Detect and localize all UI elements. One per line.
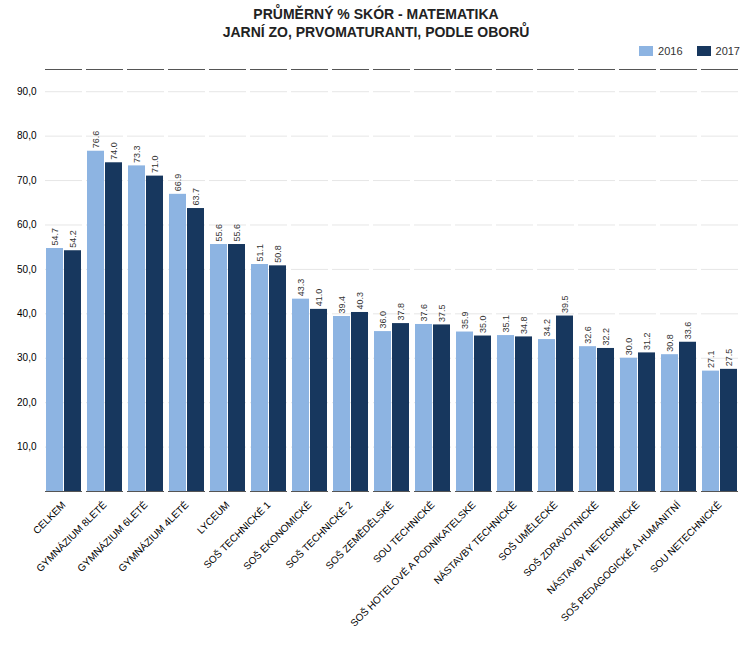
svg-text:37.8: 37.8 bbox=[396, 303, 406, 321]
svg-text:60,0: 60,0 bbox=[17, 219, 37, 230]
svg-text:30.0: 30.0 bbox=[624, 338, 634, 356]
svg-text:SOU TECHNICKÉ: SOU TECHNICKÉ bbox=[370, 499, 437, 565]
svg-text:GYMNÁZIUM 8LETÉ: GYMNÁZIUM 8LETÉ bbox=[33, 498, 109, 574]
svg-text:54.2: 54.2 bbox=[68, 230, 78, 248]
svg-text:34.8: 34.8 bbox=[519, 316, 529, 334]
svg-text:73.3: 73.3 bbox=[132, 145, 142, 163]
svg-text:50,0: 50,0 bbox=[17, 264, 37, 275]
svg-text:CELKEM: CELKEM bbox=[31, 499, 68, 536]
svg-text:54.7: 54.7 bbox=[50, 228, 60, 246]
svg-text:GYMNÁZIUM 4LETÉ: GYMNÁZIUM 4LETÉ bbox=[115, 498, 191, 574]
svg-text:32.2: 32.2 bbox=[601, 328, 611, 346]
svg-text:SOŠ HOTELOVÉ A PODNIKATELSKE: SOŠ HOTELOVÉ A PODNIKATELSKE bbox=[348, 499, 478, 629]
svg-text:30.8: 30.8 bbox=[665, 334, 675, 352]
svg-text:80,0: 80,0 bbox=[17, 130, 37, 141]
html-text:PRŮMĚRNÝ % SKÓR - MATEMATIKA J: PRŮMĚRNÝ % SKÓR - MATEMATIKA JARNÍ ZO, P… bbox=[222, 6, 530, 40]
svg-text:55.6: 55.6 bbox=[214, 224, 224, 242]
svg-text:90,0: 90,0 bbox=[17, 86, 37, 97]
svg-text:GYMNÁZIUM 6LETÉ: GYMNÁZIUM 6LETÉ bbox=[74, 498, 150, 574]
svg-text:51.1: 51.1 bbox=[255, 244, 265, 262]
svg-text:37.5: 37.5 bbox=[437, 304, 447, 322]
svg-text:66.9: 66.9 bbox=[173, 174, 183, 192]
html-text:2017: 2017 bbox=[715, 45, 740, 57]
svg-text:71.0: 71.0 bbox=[150, 156, 160, 174]
svg-text:20,0: 20,0 bbox=[17, 397, 37, 408]
svg-text:NÁSTAVBY NETECHNICKÉ: NÁSTAVBY NETECHNICKÉ bbox=[544, 499, 642, 597]
svg-text:32.6: 32.6 bbox=[583, 326, 593, 344]
html-text:2016: 2016 bbox=[658, 45, 683, 57]
svg-text:SOŠ EKONOMICKÉ: SOŠ EKONOMICKÉ bbox=[240, 498, 314, 572]
svg-text:70,0: 70,0 bbox=[17, 175, 37, 186]
svg-text:37.6: 37.6 bbox=[419, 304, 429, 322]
svg-text:NÁSTAVBY TECHNICKÉ: NÁSTAVBY TECHNICKÉ bbox=[431, 498, 519, 586]
svg-text:36.0: 36.0 bbox=[378, 311, 388, 329]
svg-text:27.5: 27.5 bbox=[724, 349, 734, 367]
svg-text:SOU NETECHNICKÉ: SOU NETECHNICKÉ bbox=[647, 498, 724, 575]
svg-text:35.9: 35.9 bbox=[460, 311, 470, 329]
svg-text:55.6: 55.6 bbox=[232, 224, 242, 242]
svg-text:40.3: 40.3 bbox=[355, 292, 365, 310]
svg-text:41.0: 41.0 bbox=[314, 289, 324, 307]
svg-text:SOŠ TECHNICKÉ 2: SOŠ TECHNICKÉ 2 bbox=[283, 498, 355, 570]
svg-text:SOŠ PEDAGOGICKÉ A HUMANITNÍ: SOŠ PEDAGOGICKÉ A HUMANITNÍ bbox=[558, 499, 683, 624]
svg-text:35.0: 35.0 bbox=[478, 315, 488, 333]
svg-text:30,0: 30,0 bbox=[17, 352, 37, 363]
svg-text:10,0: 10,0 bbox=[17, 441, 37, 452]
svg-text:27.1: 27.1 bbox=[706, 351, 716, 369]
svg-text:LYCEUM: LYCEUM bbox=[195, 499, 232, 536]
svg-text:76.6: 76.6 bbox=[91, 131, 101, 149]
svg-text:31.2: 31.2 bbox=[642, 332, 652, 350]
svg-text:74.0: 74.0 bbox=[109, 142, 119, 160]
svg-text:SOŠ ZEMĚDĚLSKÉ: SOŠ ZEMĚDĚLSKÉ bbox=[323, 498, 396, 571]
svg-text:40,0: 40,0 bbox=[17, 308, 37, 319]
svg-text:63.7: 63.7 bbox=[191, 188, 201, 206]
svg-text:39.5: 39.5 bbox=[560, 296, 570, 314]
svg-text:33.6: 33.6 bbox=[683, 322, 693, 340]
svg-text:SOŠ TECHNICKÉ 1: SOŠ TECHNICKÉ 1 bbox=[201, 498, 273, 570]
svg-text:43.3: 43.3 bbox=[296, 279, 306, 297]
svg-text:SOŠ UMĚLECKÉ: SOŠ UMĚLECKÉ bbox=[496, 499, 560, 563]
svg-text:50.8: 50.8 bbox=[273, 245, 283, 263]
svg-text:SOŠ ZDRAVOTNICKÉ: SOŠ ZDRAVOTNICKÉ bbox=[520, 498, 600, 578]
svg-text:34.2: 34.2 bbox=[542, 319, 552, 337]
svg-text:35.1: 35.1 bbox=[501, 315, 511, 333]
svg-text:39.4: 39.4 bbox=[337, 296, 347, 314]
